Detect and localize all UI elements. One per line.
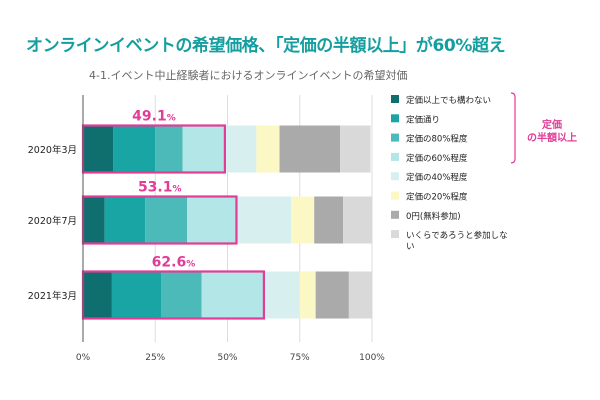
x-tick-label-1: 25% <box>145 353 165 363</box>
bar-segment-1-1 <box>104 196 146 244</box>
legend-swatch-7 <box>391 230 399 239</box>
bar-segment-2-0 <box>83 271 112 319</box>
highlight-value-unit-0: % <box>167 114 176 124</box>
bracket-label: 定価の半額以上 <box>527 118 577 144</box>
bar-segment-0-1 <box>113 125 156 173</box>
bar-segment-1-4 <box>236 196 292 244</box>
legend-label-line-2-7: い <box>406 242 415 252</box>
highlight-value-unit-1: % <box>172 185 181 195</box>
category-axis: 2020年3月 2020年7月 2021年3月 <box>28 144 77 302</box>
bar-segment-1-2 <box>145 196 188 244</box>
category-label-2: 2021年3月 <box>28 290 77 302</box>
x-tick-label-4: 100% <box>359 353 385 363</box>
x-tick-label-0: 0% <box>76 353 91 363</box>
bar-segment-0-3 <box>182 125 225 173</box>
bar-segment-1-6 <box>314 196 344 244</box>
bar-segment-2-6 <box>315 271 349 319</box>
bar-segment-1-5 <box>291 196 315 244</box>
bar-segment-0-0 <box>83 125 114 173</box>
legend-swatch-3 <box>391 152 399 161</box>
legend-label-2: 定価の80%程度 <box>406 134 468 145</box>
highlight-value-number-0: 49.1 <box>132 109 167 125</box>
bar-segment-2-5 <box>299 271 316 319</box>
category-label-0: 2020年3月 <box>28 144 77 156</box>
bar-segment-2-3 <box>201 271 264 319</box>
bar-segment-0-2 <box>155 125 183 173</box>
highlight-value-number-1: 53.1 <box>138 180 173 196</box>
legend-swatch-2 <box>391 133 399 142</box>
legend-label-0: 定価以上でも構わない <box>406 95 491 106</box>
value-labels: 49.1%53.1%62.6% <box>132 109 195 271</box>
highlight-bracket: 定価の半額以上 <box>510 92 577 164</box>
highlight-value-label-2: 62.6% <box>152 255 196 271</box>
x-tick-label-3: 75% <box>290 353 310 363</box>
bar-segment-1-3 <box>187 196 237 244</box>
value-axis: 0% 25% 50% 75% 100% <box>76 95 385 363</box>
chart-title: 4-1.イベント中止経験者におけるオンラインイベントの希望対価 <box>89 68 407 82</box>
legend-label-3: 定価の60%程度 <box>406 153 468 164</box>
bar-segment-2-7 <box>348 271 372 319</box>
bar-segment-0-5 <box>256 125 280 173</box>
highlight-value-unit-2: % <box>186 260 195 270</box>
legend-label-1: 定価通り <box>406 114 440 125</box>
bar-segment-2-2 <box>161 271 202 319</box>
legend-swatch-4 <box>391 172 399 181</box>
legend: 定価以上でも構わない定価通り定価の80%程度定価の60%程度定価の40%程度定価… <box>391 95 508 252</box>
legend-label-4: 定価の40%程度 <box>406 172 468 183</box>
legend-label-line-1-7: いくらであろうと参加しな <box>406 230 508 241</box>
bar-segment-0-7 <box>340 125 371 173</box>
headline: オンラインイベントの希望価格、「定価の半額以上」が60%超え <box>26 36 506 56</box>
highlight-value-number-2: 62.6 <box>152 255 187 271</box>
legend-label-7: いくらであろうと参加しない <box>406 230 508 252</box>
bar-segments <box>83 125 372 319</box>
bracket-label-line-1: 定価 <box>542 118 562 131</box>
legend-swatch-1 <box>391 114 399 123</box>
legend-label-6: 0円(無料参加) <box>406 211 461 222</box>
bar-segment-2-1 <box>111 271 162 319</box>
legend-swatch-0 <box>391 95 399 103</box>
bracket-label-line-2: の半額以上 <box>527 131 577 144</box>
bar-segment-0-4 <box>224 125 257 173</box>
highlight-value-label-1: 53.1% <box>138 180 182 196</box>
bar-segment-1-0 <box>83 196 105 244</box>
legend-label-5: 定価の20%程度 <box>406 192 468 203</box>
bar-segment-0-6 <box>279 125 341 173</box>
legend-swatch-6 <box>391 210 399 219</box>
bar-segment-2-4 <box>263 271 300 319</box>
category-label-1: 2020年7月 <box>28 215 77 227</box>
bracket-line <box>510 92 516 164</box>
highlight-value-label-0: 49.1% <box>132 109 176 125</box>
x-tick-label-2: 50% <box>217 353 237 363</box>
legend-swatch-5 <box>391 191 399 200</box>
bar-segment-1-7 <box>343 196 372 244</box>
